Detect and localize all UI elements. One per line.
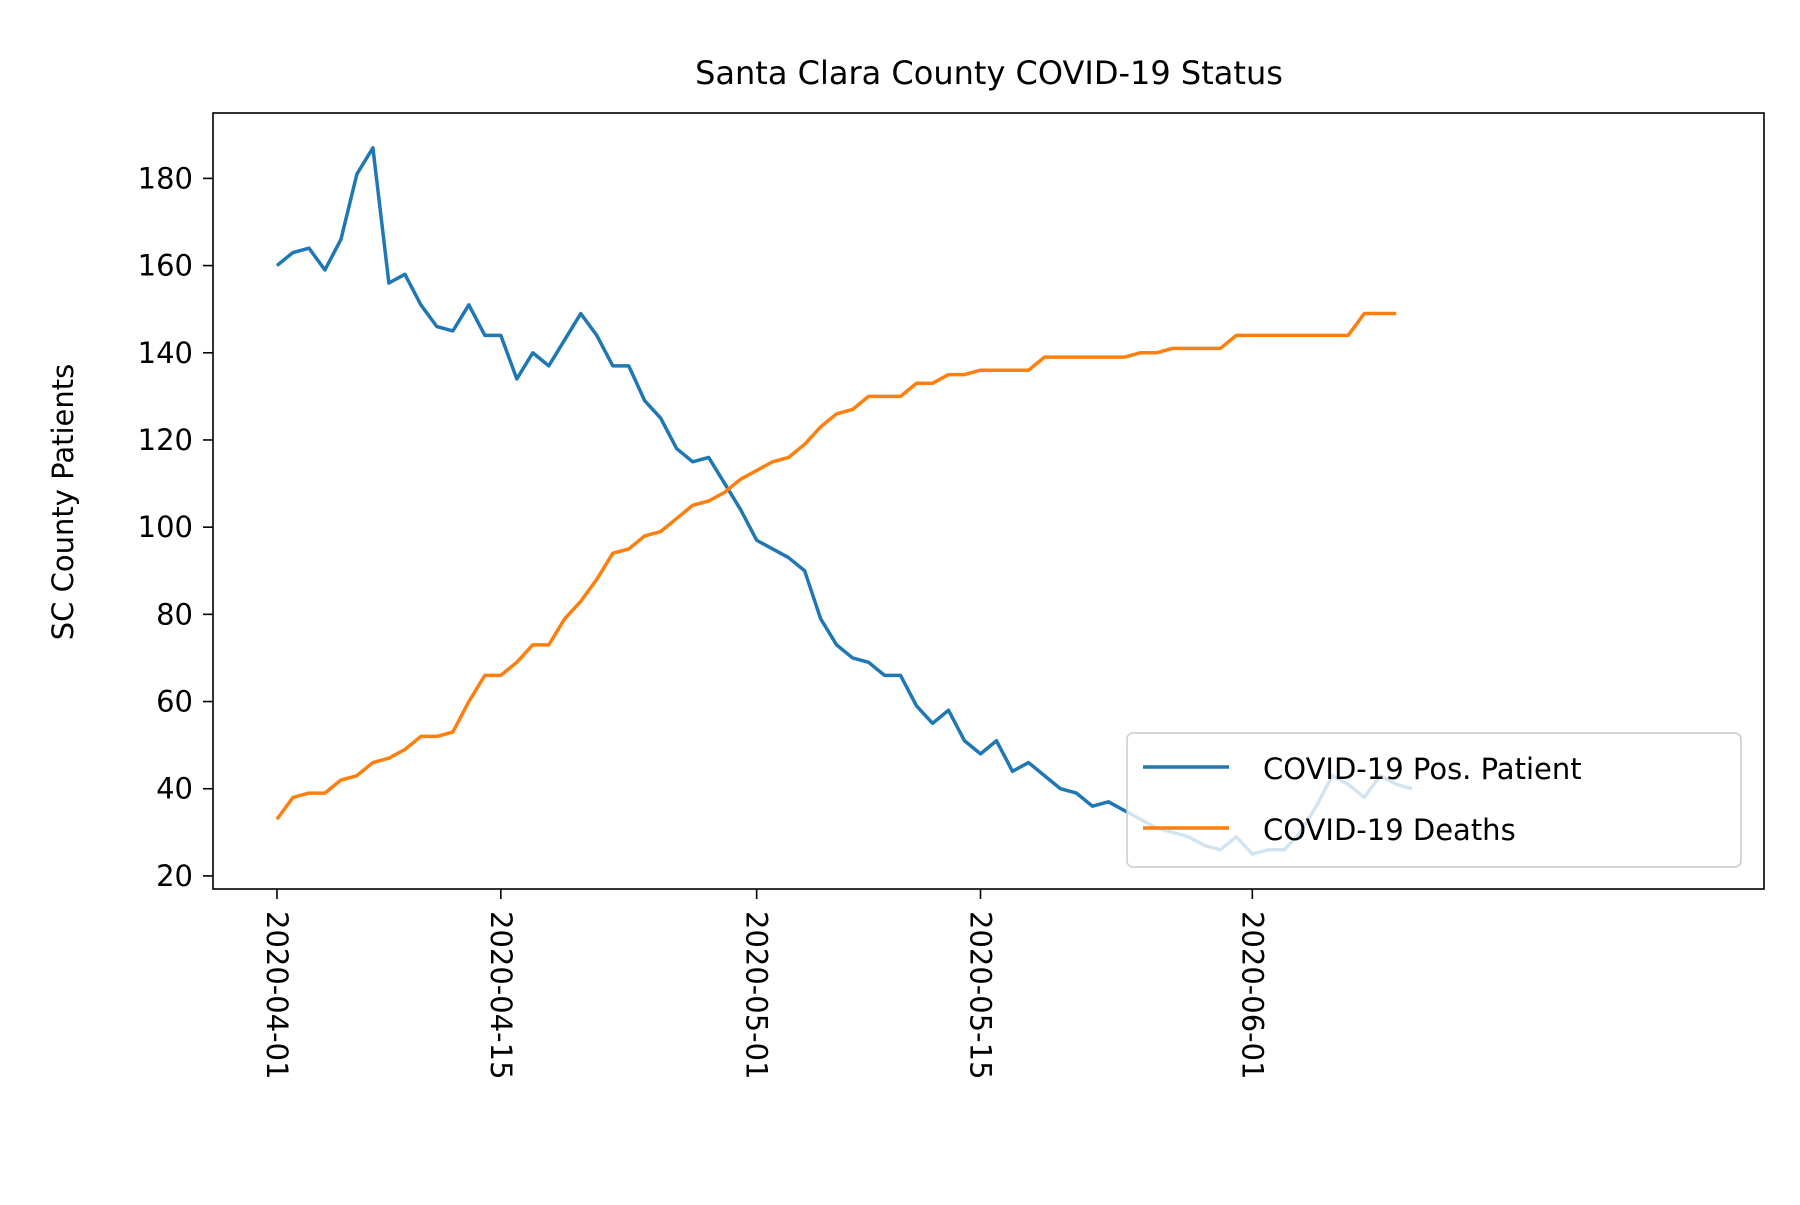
legend-box [1126, 732, 1742, 868]
x-tick-label: 2020-04-15 [484, 911, 518, 1080]
y-tick-label: 160 [138, 249, 193, 283]
x-tick-label: 2020-05-01 [740, 911, 774, 1080]
y-tick-label: 100 [138, 510, 193, 544]
series-line-1 [275, 311, 1397, 821]
y-axis: 20 40 60 80 100 120 140 160 180 [138, 161, 213, 893]
x-axis: 2020-04-01 2020-04-15 2020-05-01 2020-05-15… [260, 889, 1269, 1080]
y-tick-label: 60 [156, 685, 193, 719]
y-tick-label: 180 [138, 161, 193, 195]
legend: COVID-19 Pos. Patient COVID-19 Deaths [1126, 732, 1742, 868]
x-tick-label: 2020-04-01 [260, 911, 294, 1080]
y-tick-label: 140 [138, 336, 193, 370]
plot-frame [212, 112, 1765, 890]
x-tick-label: 2020-06-01 [1235, 911, 1269, 1080]
x-tick-label: 2020-05-15 [964, 911, 998, 1080]
y-tick-label: 20 [156, 859, 193, 893]
y-axis-label: SC County Patients [46, 364, 80, 640]
chart-title: Santa Clara County COVID-19 Status [695, 54, 1283, 92]
legend-label-positive: COVID-19 Pos. Patient [1263, 752, 1582, 786]
y-tick-label: 40 [156, 772, 193, 806]
y-tick-label: 80 [156, 597, 193, 631]
y-tick-label: 120 [138, 423, 193, 457]
legend-label-deaths: COVID-19 Deaths [1263, 813, 1516, 847]
